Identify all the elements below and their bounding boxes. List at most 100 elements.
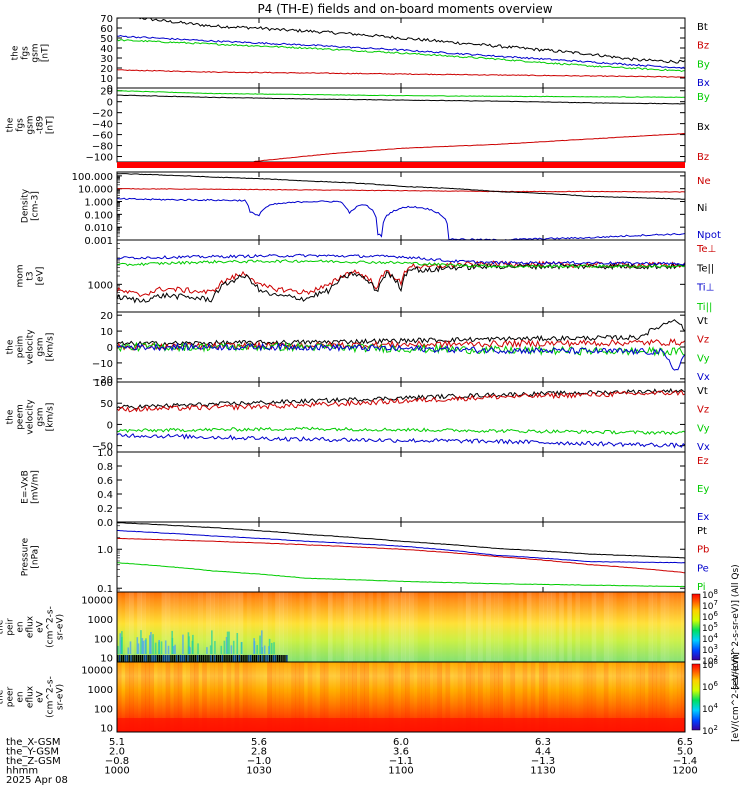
y-tick-label: 0 xyxy=(107,84,113,95)
time-row-value: −0.8 xyxy=(105,756,129,767)
panel-3-ylabel: mom t3 [eV] xyxy=(16,264,46,287)
spectrogram-column xyxy=(173,592,179,662)
spectrogram-streak xyxy=(117,645,119,654)
spectrogram-column xyxy=(551,592,556,662)
spectrogram-column xyxy=(591,592,597,662)
panel-ylabel-line: E=-VxB xyxy=(21,470,31,504)
spectrogram-dark xyxy=(212,655,214,662)
spectrogram-column xyxy=(279,592,284,662)
spectrogram-dark xyxy=(153,655,155,662)
spectrogram-column xyxy=(165,662,171,732)
spectrogram-streak xyxy=(164,640,167,654)
spectrogram-column xyxy=(482,592,487,662)
panel-ylabel-line: [km/s] xyxy=(46,403,56,432)
spectrogram-column xyxy=(206,592,211,662)
spectrogram-dark xyxy=(181,655,184,662)
spectrogram-column xyxy=(579,662,585,732)
spectrogram-column xyxy=(149,662,155,732)
spectrogram-column xyxy=(469,662,475,732)
spectrogram-column xyxy=(457,592,463,662)
spectrogram-column xyxy=(515,592,520,662)
spectrogram-column xyxy=(457,662,463,732)
spectrogram-column xyxy=(145,592,150,662)
spectrogram-dark xyxy=(189,655,191,662)
spectrogram-dark xyxy=(183,655,185,662)
time-row-value: 1100 xyxy=(388,766,413,777)
panel-ylabel-line: fgs xyxy=(16,118,26,132)
spectrogram-column xyxy=(600,592,605,662)
spectrogram-dark xyxy=(215,655,218,662)
spectrogram-column xyxy=(672,662,678,732)
panel-0-frame xyxy=(116,17,686,89)
spectrogram-dark xyxy=(210,655,212,662)
spectrogram-column xyxy=(275,662,280,732)
spectrogram-column xyxy=(417,662,422,732)
y-tick-label: 1.0 xyxy=(97,545,113,556)
time-row-value: 6.0 xyxy=(393,737,409,748)
time-row-value: −1.3 xyxy=(531,756,555,767)
spectrogram-column xyxy=(368,592,374,662)
y-tick-label: −80 xyxy=(92,142,113,153)
spectrogram-column xyxy=(392,662,398,732)
spectrogram-column xyxy=(141,662,146,732)
spectrogram-streak xyxy=(211,630,213,654)
panel-0-ylabel: the fgs gsm [nT] xyxy=(11,43,51,62)
spectrogram-column xyxy=(486,662,491,732)
spectrogram-column xyxy=(401,592,406,662)
spectrogram-column xyxy=(461,592,467,662)
spectrogram-dark xyxy=(242,655,244,662)
spectrogram-column xyxy=(388,662,394,732)
spectrogram-column xyxy=(169,662,175,732)
spectrogram-column xyxy=(474,592,479,662)
time-row-value: 5.6 xyxy=(251,737,267,748)
spectrogram-streak xyxy=(220,645,223,654)
spectrogram-column xyxy=(291,592,297,662)
spectrogram-column xyxy=(413,592,418,662)
time-row-value: −1.1 xyxy=(389,756,413,767)
spectrogram-column xyxy=(624,662,629,732)
panel-ylabel-line: the xyxy=(11,45,21,60)
spectrogram-column xyxy=(254,592,260,662)
spectrogram-column xyxy=(332,592,337,662)
panel-ylabel-line: sr-eV) xyxy=(56,614,66,640)
legend-Bx: Bx xyxy=(697,122,710,133)
spectrogram-streak xyxy=(150,631,152,654)
panel-ylabel-line: velocity xyxy=(26,399,36,435)
spectrogram-streak xyxy=(127,647,130,654)
spectrogram-column xyxy=(478,592,483,662)
y-tick-label: 100 xyxy=(94,704,113,715)
series-Pb xyxy=(117,537,685,574)
spectrogram-dark xyxy=(137,655,140,662)
spectrogram-column xyxy=(588,592,593,662)
spectrogram-column xyxy=(652,592,658,662)
panel-ylabel-line: gsm xyxy=(31,43,41,62)
spectrogram-dark xyxy=(244,655,246,662)
time-row-value: 6.5 xyxy=(677,737,693,748)
spectrogram-column xyxy=(664,592,670,662)
spectrogram-column xyxy=(575,592,581,662)
spectrogram-dark xyxy=(187,655,189,662)
legend-Bz: Bz xyxy=(697,41,709,52)
spectrogram-dark xyxy=(263,655,265,662)
spectrogram-column xyxy=(263,592,268,662)
spectrogram-column xyxy=(210,592,215,662)
spectrogram-dark xyxy=(156,655,159,662)
spectrogram-column xyxy=(133,662,138,732)
spectrogram-column xyxy=(445,662,451,732)
spectrogram-streak xyxy=(140,630,142,654)
spectrogram-column xyxy=(157,662,163,732)
spectrogram-dark xyxy=(126,655,128,662)
spectrogram-column xyxy=(323,662,329,732)
y-tick-label: 10 xyxy=(100,327,113,338)
colorbar xyxy=(691,593,701,661)
legend-Npot: Npot xyxy=(697,230,721,241)
spectrogram-column xyxy=(296,592,301,662)
spectrogram-column xyxy=(327,592,333,662)
spectrogram-dark xyxy=(259,655,261,662)
legend-Bt: Bt xyxy=(697,22,708,33)
spectrogram-column xyxy=(242,662,248,732)
spectrogram-column xyxy=(360,662,365,732)
spectrogram-dark xyxy=(168,655,170,662)
spectrogram-column xyxy=(563,662,568,732)
spectrogram-dark xyxy=(282,655,284,662)
